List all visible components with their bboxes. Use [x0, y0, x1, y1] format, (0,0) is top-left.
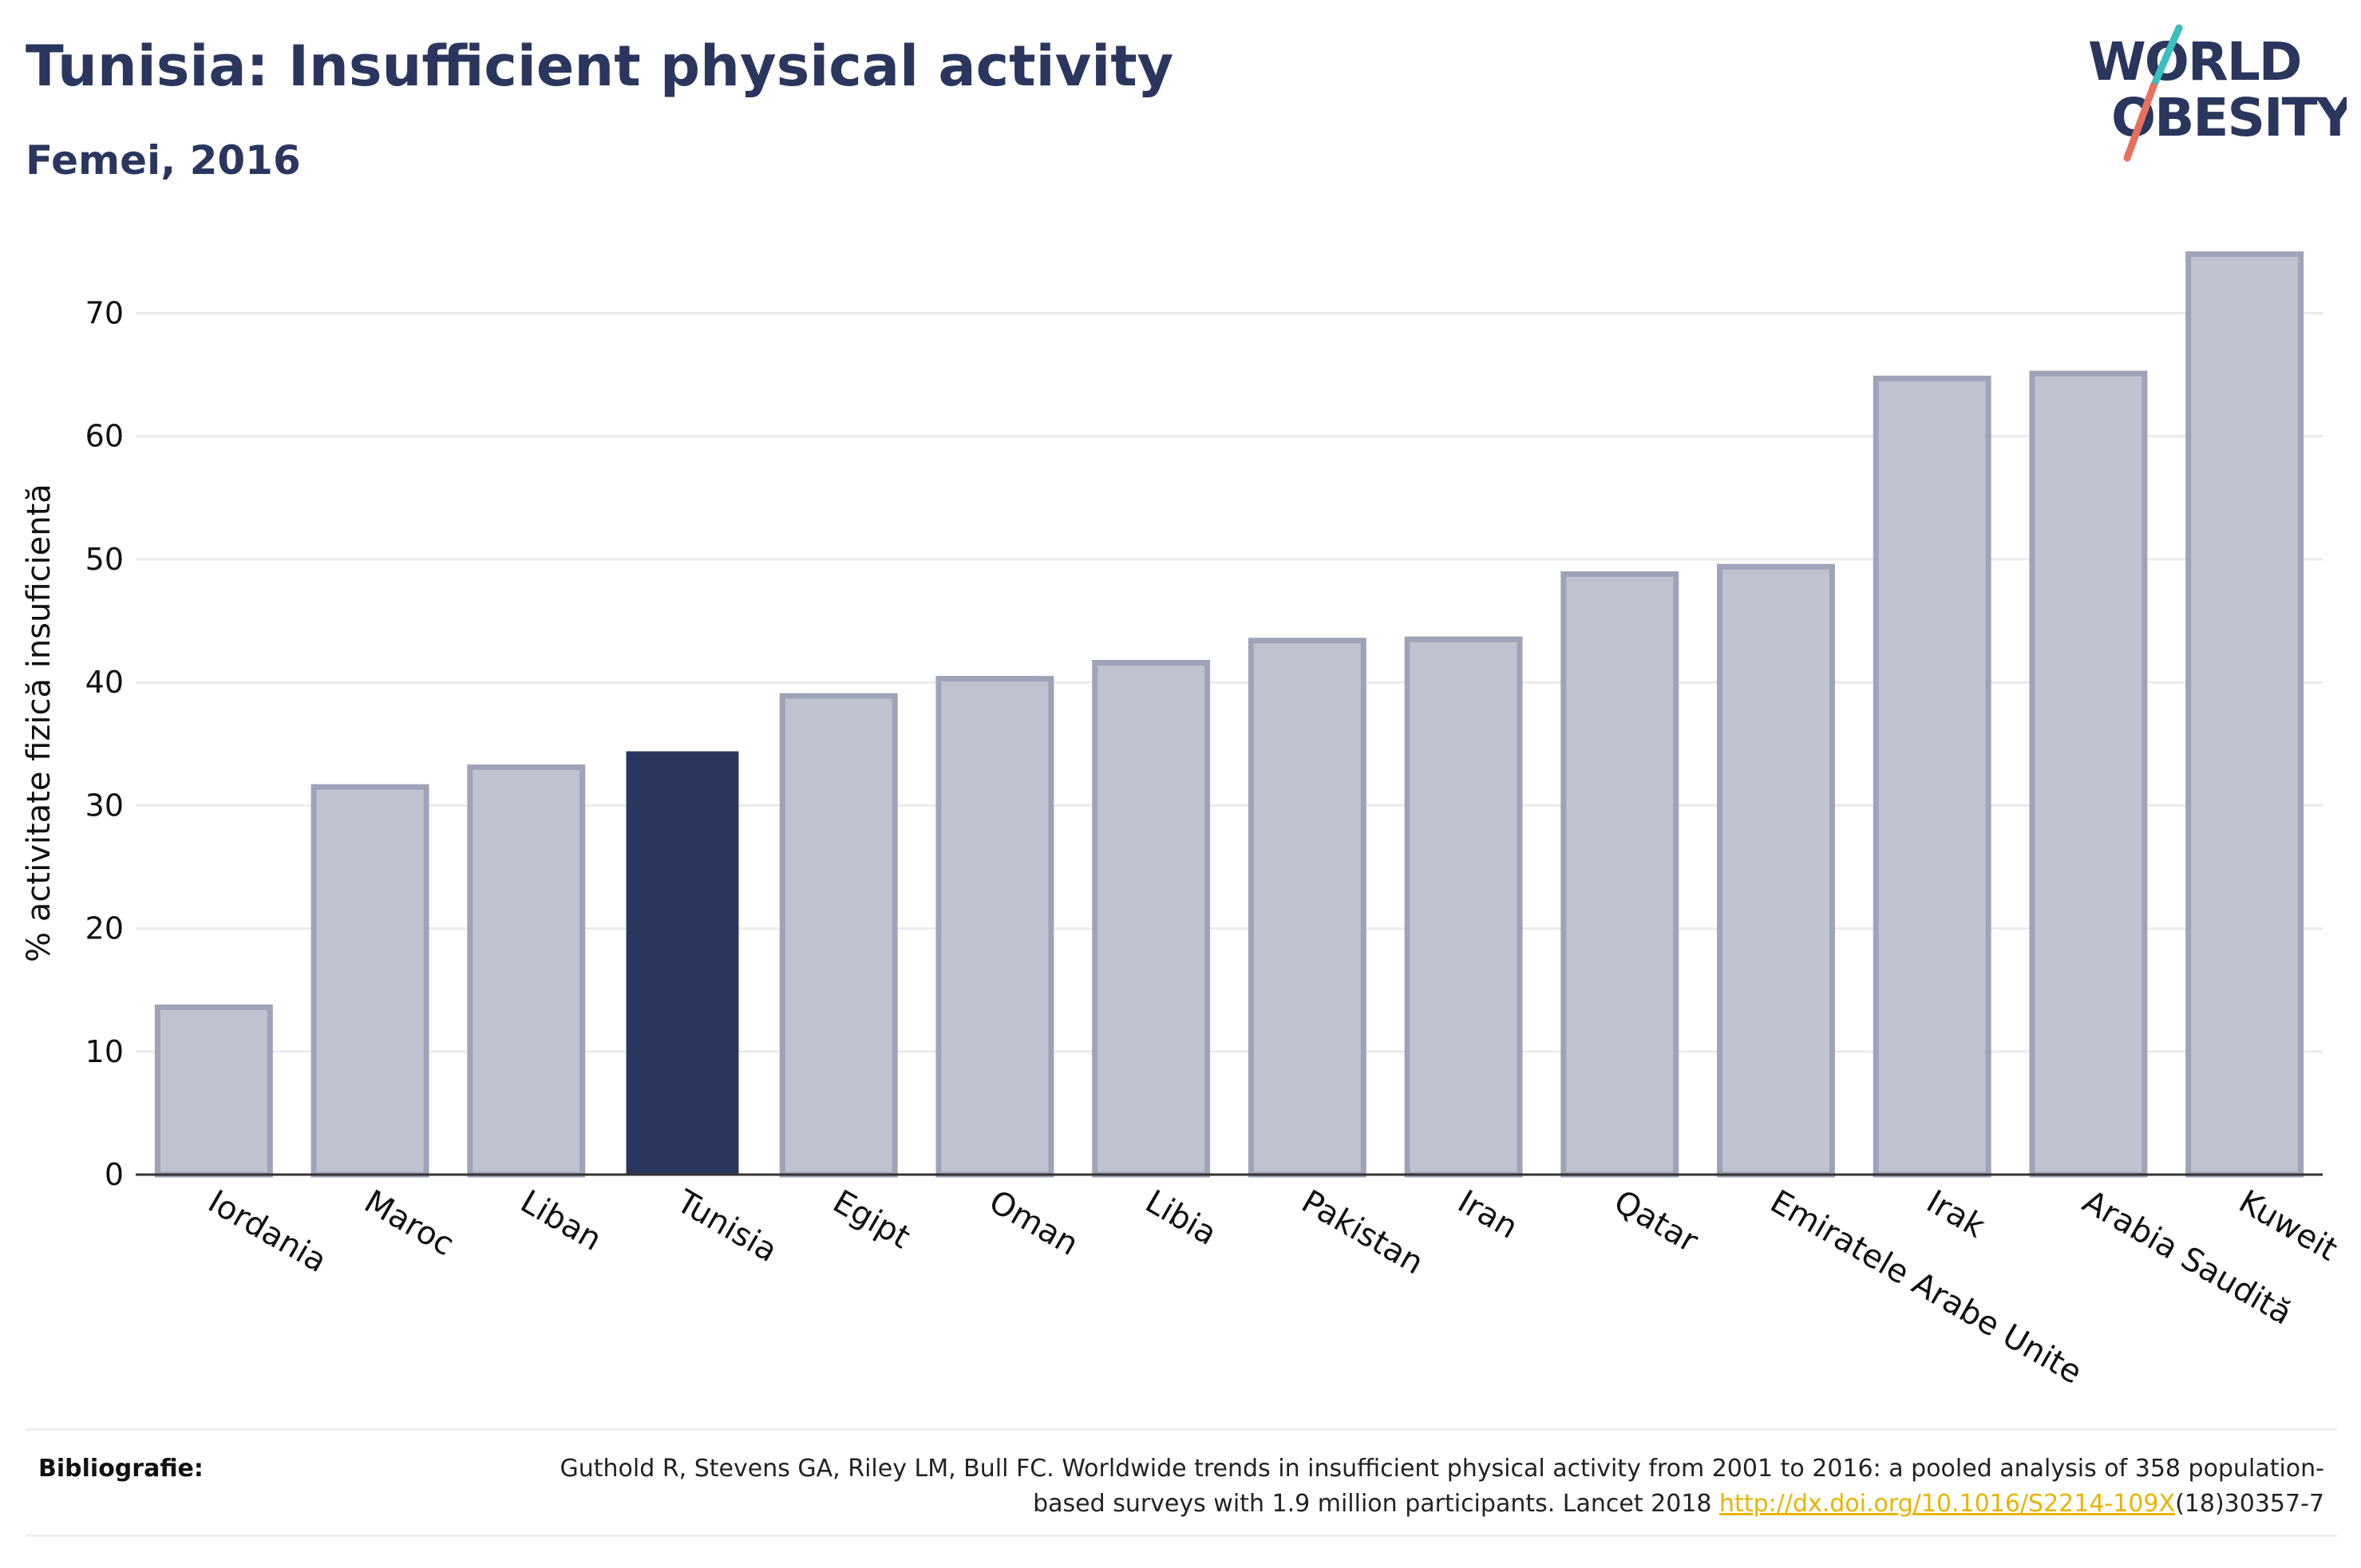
bar-libia [1092, 659, 1211, 1178]
x-tick-label-liban: Liban [514, 1183, 607, 1258]
x-tick-label-pakistan: Pakistan [1295, 1183, 1430, 1282]
world-obesity-logo: WORLD OBESITY [2083, 24, 2347, 168]
bar-kuweit [2185, 251, 2304, 1178]
grid-lines [136, 312, 2323, 1176]
logo-line-1: WORLD [2088, 31, 2301, 93]
x-tick-label-oman: Oman [983, 1183, 1084, 1263]
y-tick-label-0: 0 [105, 1157, 124, 1192]
bar-iran [1404, 636, 1523, 1178]
x-tick-label-tunisia: Tunisia [670, 1183, 783, 1270]
bar-liban [467, 764, 586, 1178]
y-tick-label-30: 30 [85, 788, 124, 823]
y-tick-label-40: 40 [85, 665, 124, 700]
x-tick-label-iordania: Iordania [202, 1183, 333, 1280]
x-tick-label-egipt: Egipt [827, 1183, 916, 1256]
logo-slash-coral [2123, 82, 2157, 162]
x-tick-label-iran: Iran [1452, 1183, 1525, 1246]
bars [154, 251, 2304, 1178]
y-tick-label-60: 60 [85, 419, 124, 454]
bar-qatar [1560, 571, 1679, 1178]
bibliography-text: Guthold R, Stevens GA, Riley LM, Bull FC… [488, 1451, 2324, 1522]
bar-emiratele-arabe-unite [1717, 563, 1835, 1178]
x-tick-label-qatar: Qatar [1608, 1183, 1704, 1260]
citation-doi-link[interactable]: http://dx.doi.org/10.1016/S2214-109X [1719, 1490, 2176, 1518]
chart-title: Tunisia: Insufficient physical activity [26, 34, 1174, 99]
y-tick-label-20: 20 [85, 911, 124, 946]
bibliography-label: Bibliografie: [38, 1455, 204, 1483]
bibliography-footer: Bibliografie: Guthold R, Stevens GA, Ril… [26, 1428, 2337, 1537]
x-tick-label-maroc: Maroc [358, 1183, 461, 1263]
chart-subtitle: Femei, 2016 [26, 137, 301, 184]
logo-slash-teal [2149, 24, 2183, 90]
citation-text: Guthold R, Stevens GA, Riley LM, Bull FC… [560, 1455, 2324, 1518]
bar-chart: 0 10 20 30 40 50 60 70 Iordania Maroc Liban Tunisi… [21, 251, 2343, 1392]
y-tick-label-50: 50 [85, 542, 124, 577]
x-tick-label-kuweit: Kuweit [2232, 1183, 2343, 1269]
y-tick-label-10: 10 [85, 1034, 124, 1069]
bar-oman [935, 676, 1054, 1178]
bar-pakistan [1248, 638, 1366, 1178]
citation-suffix: (18)30357-7 [2175, 1490, 2324, 1518]
y-tick-label-70: 70 [85, 296, 124, 331]
bar-tunisia [626, 751, 739, 1175]
bar-maroc [310, 784, 429, 1178]
bar-irak [1873, 375, 1991, 1178]
bar-arabia-saudit- [2029, 370, 2148, 1178]
x-tick-label-libia: Libia [1139, 1183, 1223, 1253]
y-axis-label: % activitate fizică insuficientă [21, 484, 57, 962]
bar-egipt [779, 693, 898, 1178]
y-axis-ticks: 0 10 20 30 40 50 60 70 [85, 296, 124, 1192]
x-axis-labels: Iordania Maroc Liban Tunisia Egipt Oman Libia P… [202, 1183, 2343, 1391]
bar-iordania [154, 1004, 273, 1178]
x-tick-label-irak: Irak [1920, 1183, 1991, 1246]
